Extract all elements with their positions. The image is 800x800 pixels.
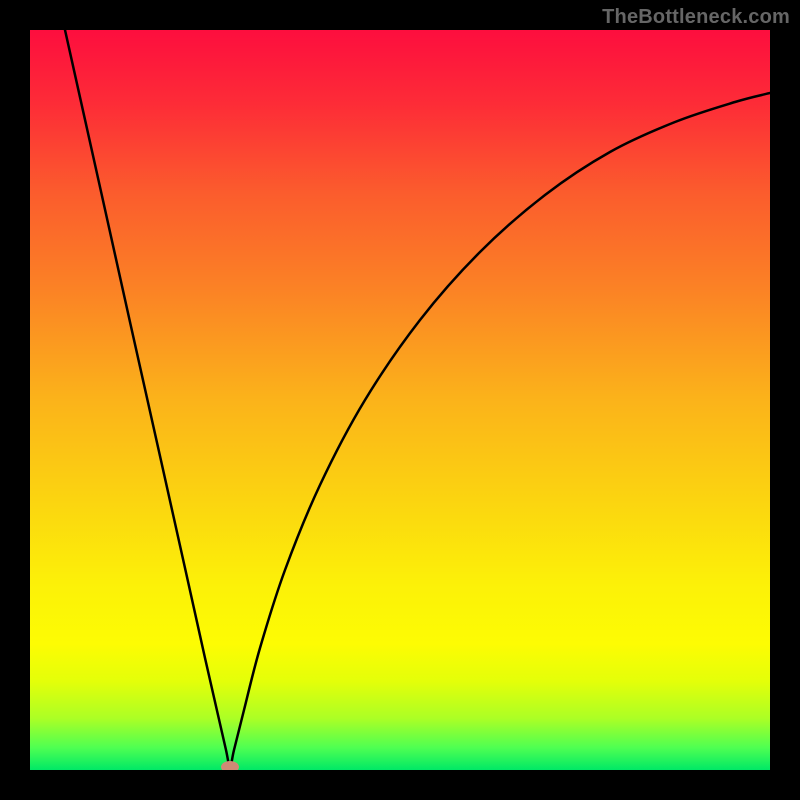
vertex-marker	[221, 761, 239, 770]
chart-outer: TheBottleneck.com	[0, 0, 800, 800]
curve-svg	[30, 30, 770, 770]
watermark-text: TheBottleneck.com	[602, 6, 790, 29]
bottleneck-curve	[65, 30, 770, 767]
plot-area	[30, 30, 770, 770]
